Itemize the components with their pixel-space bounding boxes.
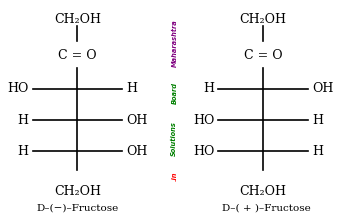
Text: Board: Board <box>171 82 177 104</box>
Text: CH₂OH: CH₂OH <box>239 13 287 26</box>
Text: H: H <box>18 114 28 127</box>
Text: CH₂OH: CH₂OH <box>54 13 101 26</box>
Text: C = O: C = O <box>58 49 97 62</box>
Text: OH: OH <box>126 114 147 127</box>
Text: Solutions: Solutions <box>171 121 177 156</box>
Text: OH: OH <box>312 82 333 95</box>
Text: CH₂OH: CH₂OH <box>54 185 101 198</box>
Text: H: H <box>126 82 137 95</box>
Text: H: H <box>203 82 214 95</box>
Text: C = O: C = O <box>244 49 282 62</box>
Text: Maharashtra: Maharashtra <box>171 19 177 67</box>
Text: CH₂OH: CH₂OH <box>239 185 287 198</box>
Text: .in: .in <box>171 172 177 181</box>
Text: HO: HO <box>7 82 28 95</box>
Text: HO: HO <box>193 114 214 127</box>
Text: H: H <box>312 145 323 158</box>
Text: D–(−)–Fructose: D–(−)–Fructose <box>36 203 118 212</box>
Text: HO: HO <box>193 145 214 158</box>
Text: H: H <box>312 114 323 127</box>
Text: D–( + )–Fructose: D–( + )–Fructose <box>222 203 311 212</box>
Text: OH: OH <box>126 145 147 158</box>
Text: H: H <box>18 145 28 158</box>
